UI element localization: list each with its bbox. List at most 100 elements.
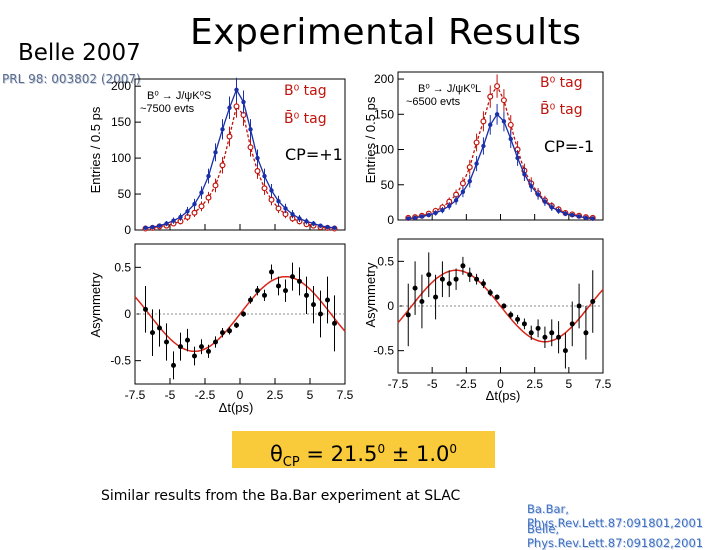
asymmetry-point bbox=[501, 303, 507, 309]
b0-tag-point bbox=[226, 133, 233, 140]
b0bar-tag-point bbox=[269, 188, 274, 193]
x-tick-label: 2.5 bbox=[267, 388, 284, 402]
asymmetry-point bbox=[199, 344, 204, 350]
asymmetry-point bbox=[157, 325, 162, 331]
right-events-label: ~6500 evts bbox=[406, 96, 461, 108]
asymmetry-point bbox=[433, 294, 439, 300]
asymmetry-point bbox=[467, 272, 473, 278]
b0-tag-point bbox=[254, 168, 261, 175]
b0bar-tag-point bbox=[283, 206, 288, 211]
slide-title: Experimental Results bbox=[190, 12, 582, 53]
left-panel: Entries / 0.5 ps Asymmetry Δt(ps) B⁰ → J… bbox=[88, 77, 354, 415]
left-b0-tag-label: B⁰ tag bbox=[284, 83, 327, 99]
asymmetry-point bbox=[480, 281, 486, 287]
experiment-label: Belle 2007 bbox=[18, 40, 141, 66]
fit-curve bbox=[397, 269, 604, 343]
asymmetry-point bbox=[412, 285, 418, 291]
x-tick-label: 2.5 bbox=[526, 377, 543, 391]
b0bar-tag-point bbox=[325, 224, 330, 230]
b0bar-tag-point bbox=[150, 224, 155, 230]
b0bar-tag-point bbox=[157, 223, 162, 228]
y-tick-label: 0.5 bbox=[377, 254, 394, 268]
b0bar-tag-point bbox=[481, 143, 486, 149]
asymmetry-point bbox=[590, 299, 596, 305]
asymmetry-point bbox=[508, 312, 514, 318]
b0bar-tag-point bbox=[199, 190, 204, 195]
result-sup2: 0 bbox=[449, 442, 458, 456]
reference-belle: Belle, Phys.Rev.Lett.87:091802,2001 bbox=[527, 522, 704, 550]
asymmetry-point bbox=[535, 325, 541, 331]
b0bar-tag-point bbox=[535, 192, 541, 197]
b0bar-tag-point bbox=[171, 218, 176, 223]
asymmetry-point bbox=[556, 334, 562, 340]
b0bar-tag-point bbox=[426, 212, 431, 218]
b0bar-tag-point bbox=[433, 210, 438, 216]
asymmetry-point bbox=[164, 339, 169, 345]
asymmetry-point bbox=[213, 339, 218, 345]
asymmetry-point bbox=[206, 348, 211, 354]
left-ylabel-bottom: Asymmetry bbox=[88, 272, 103, 338]
b0bar-tag-point bbox=[515, 155, 520, 161]
asymmetry-point bbox=[576, 303, 582, 309]
y-tick-label: -0.5 bbox=[110, 354, 131, 368]
left-asymmetry-plot: -0.5 0 0.5 -7.5 -5 -2.5 0 2.5 5 7.5 bbox=[110, 243, 354, 402]
asymmetry-point bbox=[276, 283, 281, 289]
b0bar-tag-point bbox=[234, 87, 239, 92]
x-tick-label: -7.5 bbox=[388, 377, 409, 391]
x-tick-label: 7.5 bbox=[595, 377, 612, 391]
b0bar-tag-point bbox=[467, 179, 472, 184]
b0bar-tag-point bbox=[276, 199, 281, 204]
result-eq: = 21.5 bbox=[299, 442, 378, 466]
b0-tag-point bbox=[473, 139, 480, 146]
y-tick-label: -0.5 bbox=[373, 344, 394, 358]
b0bar-tag-point bbox=[290, 211, 295, 217]
y-tick-label: 150 bbox=[374, 107, 394, 121]
x-tick-label: 5 bbox=[565, 377, 572, 391]
asymmetry-point bbox=[304, 292, 309, 298]
b0bar-tag-point bbox=[318, 223, 323, 228]
asymmetry-point bbox=[283, 288, 288, 294]
b0bar-tag-point bbox=[311, 221, 316, 226]
asymmetry-point bbox=[487, 290, 493, 296]
asymmetry-point bbox=[460, 263, 466, 269]
asymmetry-point bbox=[178, 344, 183, 350]
b0-tag-point bbox=[233, 103, 240, 110]
asymmetry-point bbox=[143, 306, 148, 312]
asymmetry-point bbox=[549, 330, 555, 336]
asymmetry-point bbox=[325, 297, 330, 303]
x-tick-label: -2.5 bbox=[195, 388, 216, 402]
right-entries-plot: 0 50 100 150 200 bbox=[374, 71, 604, 227]
result-theta: θ bbox=[269, 442, 283, 466]
b0-tag-point bbox=[198, 203, 205, 210]
left-ylabel-top: Entries / 0.5 ps bbox=[88, 106, 103, 193]
asymmetry-point bbox=[405, 312, 411, 318]
asymmetry-point bbox=[255, 288, 260, 294]
result-sup1: 0 bbox=[377, 442, 386, 456]
b0bar-tag-point bbox=[549, 205, 554, 210]
y-tick-label: 0 bbox=[387, 299, 394, 313]
x-tick-label: 7.5 bbox=[337, 388, 354, 402]
b0-tag-point bbox=[268, 196, 275, 203]
asymmetry-point bbox=[439, 276, 445, 282]
asymmetry-point bbox=[150, 330, 155, 336]
y-tick-label: 0 bbox=[124, 223, 131, 237]
right-asymmetry-plot: -0.5 0 0.5 -7.5 -5 -2.5 0 2.5 5 7.5 bbox=[373, 238, 612, 391]
b0bar-tag-point bbox=[304, 219, 309, 224]
b0-tag-point bbox=[212, 182, 219, 189]
b0-tag-point bbox=[459, 180, 466, 187]
asymmetry-point bbox=[453, 276, 459, 282]
result-pm: ± 1.0 bbox=[385, 442, 450, 466]
y-tick-label: 50 bbox=[118, 187, 132, 201]
b0-tag-point bbox=[466, 164, 473, 171]
left-entries-plot: 0 50 100 150 200 bbox=[111, 77, 346, 237]
asymmetry-point bbox=[474, 276, 480, 282]
x-tick-label: -5 bbox=[427, 377, 438, 391]
x-tick-label: 5 bbox=[307, 388, 314, 402]
b0-tag-point bbox=[494, 83, 501, 90]
asymmetry-point bbox=[171, 362, 176, 368]
x-tick-label: 0 bbox=[237, 388, 244, 402]
asymmetry-point bbox=[446, 281, 452, 287]
right-b0-tag-label: B⁰ tag bbox=[540, 75, 583, 91]
b0-tag-point bbox=[191, 209, 198, 216]
